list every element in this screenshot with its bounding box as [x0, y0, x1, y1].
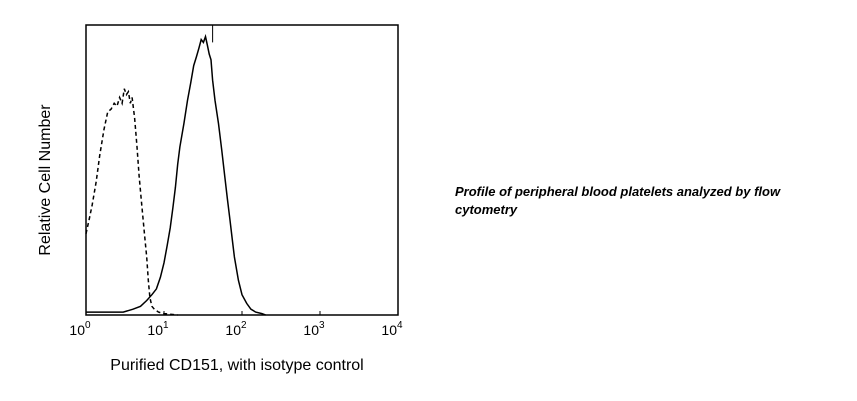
x-axis-label: Purified CD151, with isotype control — [110, 357, 363, 374]
x-tick-label: 100 — [69, 320, 91, 338]
x-tick-label: 104 — [381, 320, 403, 338]
series-layer — [85, 25, 266, 316]
x-tick-label: 103 — [303, 320, 325, 338]
x-tick-label: 101 — [147, 320, 169, 338]
x-tick-label: 102 — [225, 320, 247, 338]
plot-frame — [85, 24, 399, 316]
figure-caption: Profile of peripheral blood platelets an… — [455, 184, 781, 217]
series-line-dashed — [85, 88, 178, 316]
y-axis-label: Relative Cell Number — [37, 104, 54, 256]
x-tick-layer: 100 101 102 103 104 — [69, 311, 403, 338]
series-line-solid — [86, 33, 266, 316]
